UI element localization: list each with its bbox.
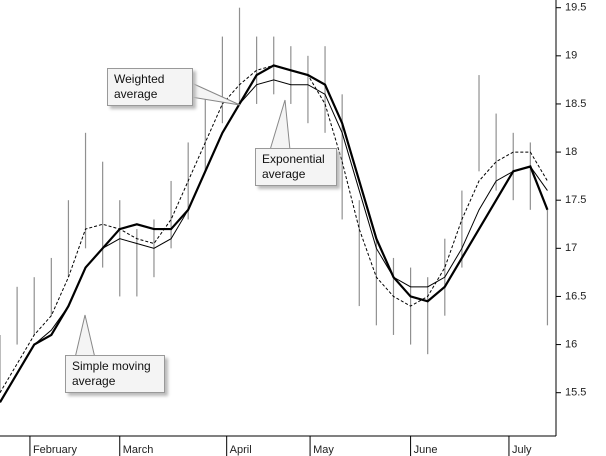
y-tick-label: 17 bbox=[565, 242, 577, 254]
y-tick-label: 19 bbox=[565, 50, 577, 62]
y-tick-label: 16 bbox=[565, 338, 577, 350]
y-tick-label: 18 bbox=[565, 146, 577, 158]
callout-exponential: Exponential average bbox=[255, 148, 337, 186]
x-tick-label: February bbox=[33, 444, 78, 456]
x-tick-label: April bbox=[230, 444, 252, 456]
x-tick-label: March bbox=[123, 444, 154, 456]
x-tick-label: July bbox=[512, 444, 532, 456]
x-tick-label: May bbox=[313, 444, 334, 456]
y-tick-label: 17.5 bbox=[565, 194, 586, 206]
y-tick-label: 15.5 bbox=[565, 387, 586, 399]
callout-weighted: Weighted average bbox=[107, 68, 193, 106]
callout-simple: Simple moving average bbox=[65, 355, 165, 393]
callout-pointer bbox=[184, 79, 241, 106]
moving-average-line bbox=[0, 64, 549, 403]
x-tick-label: June bbox=[414, 444, 438, 456]
y-tick-label: 19.5 bbox=[565, 2, 586, 14]
y-tick-label: 16.5 bbox=[565, 290, 586, 302]
callout-pointer bbox=[74, 314, 96, 359]
y-tick-label: 18.5 bbox=[565, 98, 586, 110]
callout-pointer bbox=[269, 99, 291, 151]
